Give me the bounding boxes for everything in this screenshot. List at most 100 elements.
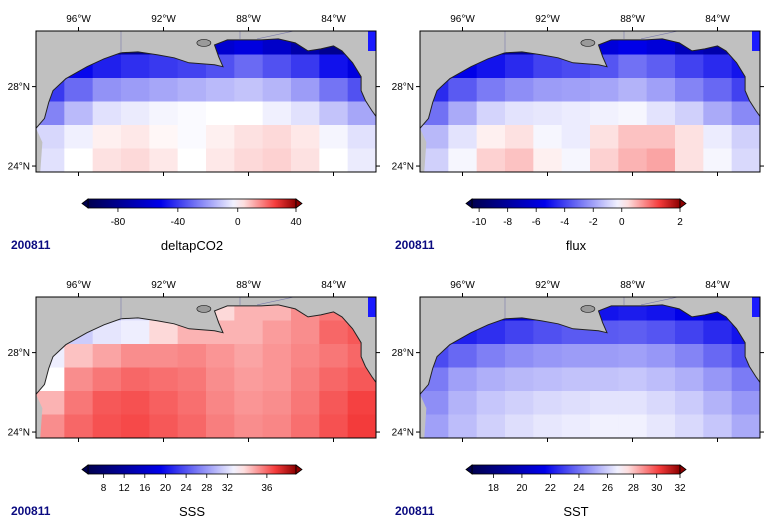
grid-cell bbox=[92, 391, 122, 416]
grid-cell bbox=[703, 54, 733, 79]
grid-cell bbox=[646, 391, 676, 416]
grid-cell bbox=[149, 367, 179, 392]
lon-label: 88°W bbox=[620, 280, 645, 291]
grid-cell bbox=[675, 344, 704, 369]
grid-cell bbox=[703, 101, 733, 126]
lon-label: 92°W bbox=[151, 14, 176, 25]
grid-cell bbox=[448, 101, 478, 126]
lon-label: 84°W bbox=[321, 280, 346, 291]
land bbox=[420, 31, 760, 149]
colorbar-tick-label: -80 bbox=[111, 217, 126, 228]
land-mexico bbox=[36, 394, 43, 438]
grid-cell bbox=[703, 78, 733, 103]
grid-cell bbox=[533, 54, 563, 79]
grid-cell bbox=[590, 101, 619, 126]
colorbar bbox=[471, 198, 681, 209]
grid-cell bbox=[234, 101, 264, 126]
grid-cell bbox=[618, 78, 648, 103]
grid-cell bbox=[646, 101, 676, 126]
grid-cell bbox=[92, 344, 122, 369]
colorbar-tick-label: 24 bbox=[181, 483, 193, 494]
grid-cell bbox=[92, 367, 122, 392]
grid-cell bbox=[505, 320, 534, 345]
grid-cell bbox=[646, 344, 676, 369]
colorbar-tick-label: 26 bbox=[602, 483, 614, 494]
state-borders bbox=[120, 31, 296, 53]
grid-cell bbox=[420, 414, 449, 438]
grid-cell bbox=[234, 391, 264, 416]
colorbar bbox=[87, 464, 297, 475]
grid-cell bbox=[234, 367, 264, 392]
grid-cell bbox=[618, 54, 648, 79]
colorbar-tick-label: -6 bbox=[532, 217, 541, 228]
grid-cell bbox=[675, 148, 704, 172]
colorbar-tick-label: 16 bbox=[139, 483, 151, 494]
land-mexico bbox=[36, 128, 43, 172]
grid-cell bbox=[505, 78, 534, 103]
grid-cell bbox=[262, 344, 292, 369]
lon-label: 96°W bbox=[450, 280, 475, 291]
colorbar-tick-label: 12 bbox=[119, 483, 131, 494]
grid-cell bbox=[149, 414, 179, 438]
grid-cell bbox=[177, 101, 207, 126]
grid-cell bbox=[206, 391, 235, 416]
grid-cell bbox=[64, 344, 94, 369]
grid-cell bbox=[618, 414, 648, 438]
grid-cell bbox=[149, 344, 179, 369]
grid-cell bbox=[177, 125, 207, 150]
grid-cell bbox=[618, 101, 648, 126]
grid-cell bbox=[476, 344, 506, 369]
grid-cell bbox=[731, 414, 760, 438]
coastline bbox=[420, 304, 760, 395]
colorbar-tick-label: 20 bbox=[516, 483, 528, 494]
grid-cell bbox=[347, 125, 376, 150]
grid-cell bbox=[206, 367, 235, 392]
colorbar-tick-label: -8 bbox=[503, 217, 512, 228]
map-area bbox=[420, 297, 760, 438]
grid-cell bbox=[646, 78, 676, 103]
grid-cell bbox=[533, 125, 563, 150]
grid-cell bbox=[533, 78, 563, 103]
state-borders bbox=[504, 31, 680, 53]
grid-cell bbox=[291, 320, 320, 345]
map-flux: 96°W 92°W 88°W 84°W 28°N 24°N -10 -8 -6 -4 -2 0 2 200… bbox=[384, 0, 768, 266]
grid-cell bbox=[646, 367, 676, 392]
atlantic-sliver bbox=[752, 297, 760, 317]
grid-cell bbox=[703, 344, 733, 369]
grid-cell bbox=[561, 78, 591, 103]
lat-label: 24°N bbox=[8, 162, 30, 173]
grid-cell bbox=[177, 414, 207, 438]
atlantic-sliver bbox=[368, 31, 376, 51]
lat-label: 24°N bbox=[392, 162, 414, 173]
grid-cell bbox=[234, 344, 264, 369]
state-borders bbox=[120, 297, 296, 319]
grid-cell bbox=[121, 414, 150, 438]
grid-cell bbox=[206, 148, 235, 172]
grid-cell bbox=[618, 344, 648, 369]
grid-cell bbox=[262, 54, 292, 79]
grid-cell bbox=[291, 148, 320, 172]
grid-cell bbox=[234, 125, 264, 150]
land-mexico bbox=[420, 128, 427, 172]
lake bbox=[196, 305, 212, 313]
lon-label: 88°W bbox=[236, 280, 261, 291]
grid-cell bbox=[149, 320, 179, 345]
coastline bbox=[36, 304, 376, 395]
date-label: 200811 bbox=[11, 238, 51, 252]
grid-cell bbox=[590, 125, 619, 150]
lon-label: 88°W bbox=[236, 14, 261, 25]
grid-cell bbox=[149, 78, 179, 103]
lake bbox=[580, 305, 596, 313]
grid-cell bbox=[675, 367, 704, 392]
grid-cell bbox=[262, 414, 292, 438]
lon-label: 96°W bbox=[66, 280, 91, 291]
grid-cell bbox=[177, 148, 207, 172]
grid-cell bbox=[533, 320, 563, 345]
variable-title: SST bbox=[563, 504, 588, 519]
colorbar-tick-label: -40 bbox=[171, 217, 186, 228]
grid-cell bbox=[92, 78, 122, 103]
grid-cell bbox=[505, 54, 534, 79]
grid-cell bbox=[675, 101, 704, 126]
grid-cell bbox=[675, 320, 704, 345]
lon-label: 84°W bbox=[321, 14, 346, 25]
